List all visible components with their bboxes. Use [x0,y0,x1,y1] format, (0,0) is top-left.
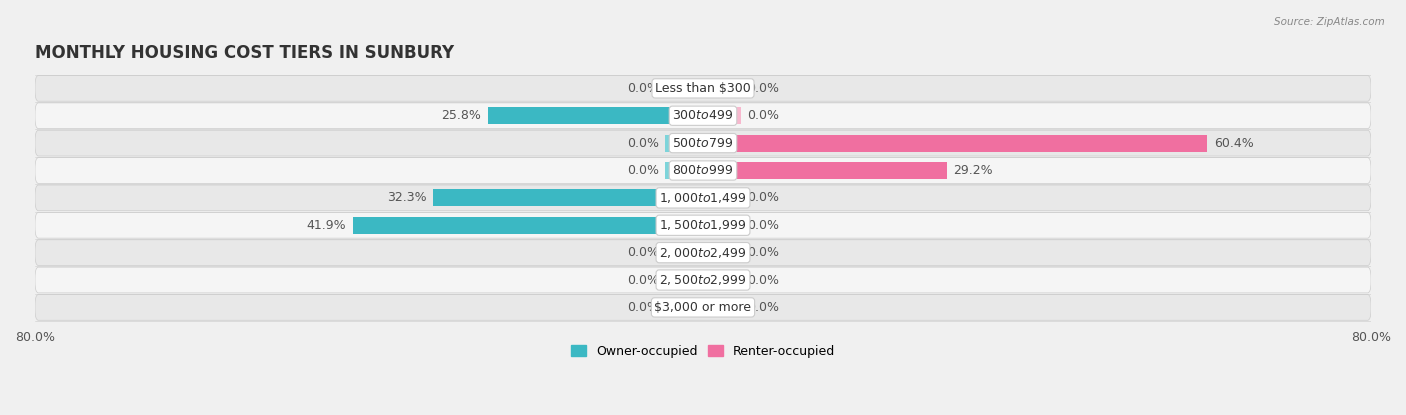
FancyBboxPatch shape [35,130,1371,156]
Bar [665,80,703,97]
Text: 0.0%: 0.0% [627,164,659,177]
Text: 0.0%: 0.0% [747,191,779,204]
FancyBboxPatch shape [35,76,1371,101]
Text: 29.2%: 29.2% [953,164,993,177]
Bar [703,162,946,179]
Bar [703,244,741,261]
Text: 0.0%: 0.0% [627,273,659,286]
FancyBboxPatch shape [35,185,1371,211]
Bar [703,134,1208,151]
Text: 0.0%: 0.0% [747,109,779,122]
Bar [665,299,703,316]
FancyBboxPatch shape [35,240,1371,266]
Text: 0.0%: 0.0% [627,137,659,150]
Text: 0.0%: 0.0% [747,246,779,259]
FancyBboxPatch shape [35,103,1371,129]
Bar [665,244,703,261]
Text: 0.0%: 0.0% [627,246,659,259]
Text: 0.0%: 0.0% [747,273,779,286]
Text: 0.0%: 0.0% [747,82,779,95]
FancyBboxPatch shape [35,158,1371,183]
Text: 32.3%: 32.3% [387,191,426,204]
Text: 0.0%: 0.0% [627,82,659,95]
Text: Less than $300: Less than $300 [655,82,751,95]
FancyBboxPatch shape [35,267,1371,293]
Text: Source: ZipAtlas.com: Source: ZipAtlas.com [1274,17,1385,27]
Bar [665,162,703,179]
Bar [488,107,703,124]
Text: $2,000 to $2,499: $2,000 to $2,499 [659,246,747,260]
FancyBboxPatch shape [35,212,1371,238]
Text: $500 to $799: $500 to $799 [672,137,734,150]
Bar [703,80,741,97]
Bar [665,271,703,288]
Bar [703,217,741,234]
FancyBboxPatch shape [35,295,1371,320]
Text: $1,000 to $1,499: $1,000 to $1,499 [659,191,747,205]
Text: 25.8%: 25.8% [441,109,481,122]
Text: $300 to $499: $300 to $499 [672,109,734,122]
Bar [703,189,741,206]
Bar [665,134,703,151]
Bar [433,189,703,206]
Text: 0.0%: 0.0% [747,219,779,232]
Text: 41.9%: 41.9% [307,219,346,232]
Text: 0.0%: 0.0% [627,301,659,314]
Text: 60.4%: 60.4% [1213,137,1254,150]
Bar [703,107,741,124]
Text: 0.0%: 0.0% [747,301,779,314]
Text: $800 to $999: $800 to $999 [672,164,734,177]
Text: MONTHLY HOUSING COST TIERS IN SUNBURY: MONTHLY HOUSING COST TIERS IN SUNBURY [35,44,454,62]
Bar [353,217,703,234]
Text: $3,000 or more: $3,000 or more [655,301,751,314]
Bar [703,271,741,288]
Text: $2,500 to $2,999: $2,500 to $2,999 [659,273,747,287]
Text: $1,500 to $1,999: $1,500 to $1,999 [659,218,747,232]
Bar [703,299,741,316]
Legend: Owner-occupied, Renter-occupied: Owner-occupied, Renter-occupied [567,340,839,363]
